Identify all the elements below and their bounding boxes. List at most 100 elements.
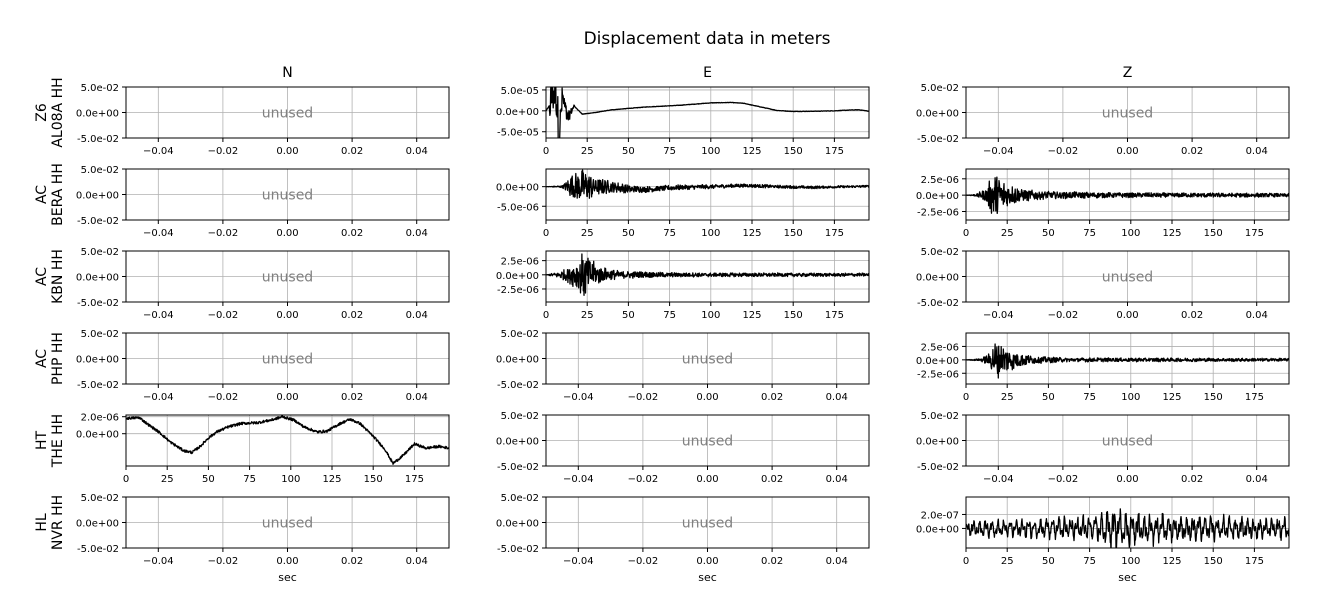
y-tick-label: 0.0e+00 — [76, 519, 119, 530]
x-tick-label: 50 — [622, 310, 635, 321]
row-label-station: NVR HH — [50, 495, 66, 550]
panel-1-z: 0 25 50 75 100 125 150 175 2.5e-06 0.0e+00 -2.5e-0… — [916, 168, 1290, 239]
panel-frame — [965, 496, 1290, 549]
x-tick-label: 0.00 — [276, 392, 298, 403]
y-tick-label: 0.0e+00 — [916, 109, 959, 120]
panel-frame — [965, 86, 1290, 139]
x-tick-label: 75 — [663, 146, 676, 157]
trace-line — [546, 253, 869, 296]
x-tick-label: −0.02 — [628, 392, 659, 403]
unused-label: unused — [682, 516, 733, 532]
x-tick-label: 150 — [1204, 556, 1223, 567]
x-tick-label: 75 — [243, 474, 256, 485]
row-label-network: HT — [34, 431, 50, 451]
x-tick-label: 0.00 — [276, 146, 298, 157]
x-tick-label: −0.04 — [143, 228, 174, 239]
panel-5-z: 0 25 50 75 100 125 150 175 2.0e-07 0.0e+00 — [916, 496, 1290, 567]
y-tick-label: 0.0e+00 — [76, 109, 119, 120]
y-tick-label: 0.0e+00 — [916, 356, 959, 367]
unused-label: unused — [1102, 106, 1153, 122]
row-label-network: HL — [34, 513, 50, 532]
panel-frame — [545, 250, 870, 303]
x-tick-label: 100 — [281, 474, 300, 485]
x-tick-label: −0.04 — [563, 474, 594, 485]
x-tick-label: 50 — [1042, 556, 1055, 567]
panel-frame — [125, 250, 450, 303]
x-tick-label: −0.04 — [143, 310, 174, 321]
unused-label: unused — [682, 434, 733, 450]
x-axis-labels: sec sec sec — [278, 571, 1137, 584]
x-tick-label: 125 — [742, 146, 761, 157]
row-label-network: AC — [34, 349, 50, 368]
x-axis-label-z: sec — [1118, 571, 1137, 584]
x-tick-label: 0.00 — [696, 556, 718, 567]
y-tick-label: 0.0e+00 — [916, 524, 959, 535]
x-tick-label: 100 — [701, 146, 720, 157]
panel-3-e: −0.04 −0.02 0.00 0.02 0.04 5.0e-02 0.0e+00 -5.0… — [496, 329, 870, 403]
x-tick-label: 125 — [742, 228, 761, 239]
panel-frame — [125, 496, 450, 549]
y-tick-label: -5.0e-02 — [497, 380, 539, 391]
unused-label: unused — [262, 106, 313, 122]
x-tick-label: 0.02 — [1181, 310, 1203, 321]
x-tick-label: 0.04 — [826, 392, 848, 403]
x-tick-label: −0.04 — [983, 310, 1014, 321]
x-tick-label: 0.02 — [1181, 474, 1203, 485]
unused-label: unused — [262, 270, 313, 286]
panel-5-n: −0.04 −0.02 0.00 0.02 0.04 5.0e-02 0.0e+00 -5.0… — [76, 493, 450, 567]
x-tick-label: −0.02 — [208, 556, 239, 567]
x-tick-label: −0.04 — [563, 556, 594, 567]
x-tick-label: 25 — [1001, 228, 1014, 239]
figure-title: Displacement data in meters — [584, 29, 831, 49]
x-tick-label: 50 — [1042, 392, 1055, 403]
panel-0-n: −0.04 −0.02 0.00 0.02 0.04 5.0e-02 0.0e+00 -5.0… — [76, 83, 450, 157]
x-tick-label: 0.00 — [276, 310, 298, 321]
x-tick-label: 0 — [123, 474, 129, 485]
x-tick-label: 0.04 — [406, 310, 428, 321]
y-tick-label: 5.0e-02 — [81, 329, 119, 340]
y-tick-label: 5.0e-05 — [501, 86, 539, 97]
y-tick-label: 0.0e+00 — [76, 355, 119, 366]
panel-0-e: 0 25 50 75 100 125 150 175 5.0e-05 0.0e+00 -5.0e-0… — [496, 86, 870, 157]
x-tick-label: 175 — [825, 146, 844, 157]
panel-frame — [125, 168, 450, 221]
x-tick-label: 0 — [543, 228, 549, 239]
y-tick-label: -2.5e-06 — [917, 369, 959, 380]
x-tick-label: 50 — [622, 228, 635, 239]
y-tick-label: 0.0e+00 — [916, 191, 959, 202]
x-tick-label: 0.02 — [761, 556, 783, 567]
x-tick-label: 75 — [663, 228, 676, 239]
x-tick-label: 0.02 — [1181, 146, 1203, 157]
y-tick-label: 2.0e-06 — [81, 413, 119, 424]
x-tick-label: 175 — [825, 228, 844, 239]
x-tick-label: 0.04 — [1246, 146, 1268, 157]
y-tick-label: -5.0e-02 — [917, 298, 959, 309]
x-tick-label: 0 — [543, 146, 549, 157]
x-tick-label: 150 — [784, 310, 803, 321]
unused-label: unused — [262, 188, 313, 204]
x-tick-label: 50 — [622, 146, 635, 157]
y-tick-label: -5.0e-02 — [77, 298, 119, 309]
y-tick-label: 5.0e-02 — [81, 83, 119, 94]
x-tick-label: −0.04 — [983, 474, 1014, 485]
unused-label: unused — [682, 352, 733, 368]
y-tick-label: 2.5e-06 — [921, 342, 959, 353]
x-tick-label: 150 — [1204, 228, 1223, 239]
x-tick-label: 0.04 — [826, 474, 848, 485]
y-tick-label: -2.5e-06 — [497, 285, 539, 296]
x-tick-label: −0.04 — [983, 146, 1014, 157]
panel-frame — [125, 86, 450, 139]
x-tick-label: 25 — [1001, 392, 1014, 403]
y-tick-label: 0.0e+00 — [916, 273, 959, 284]
row-label-station: AL08A HH — [50, 77, 66, 147]
x-tick-label: −0.02 — [628, 556, 659, 567]
x-tick-label: −0.04 — [143, 146, 174, 157]
x-tick-label: 25 — [581, 228, 594, 239]
y-tick-label: 2.0e-07 — [921, 510, 959, 521]
y-tick-label: 0.0e+00 — [76, 273, 119, 284]
x-tick-label: 100 — [1121, 228, 1140, 239]
y-tick-label: -5.0e-02 — [77, 380, 119, 391]
x-tick-label: 0.04 — [826, 556, 848, 567]
